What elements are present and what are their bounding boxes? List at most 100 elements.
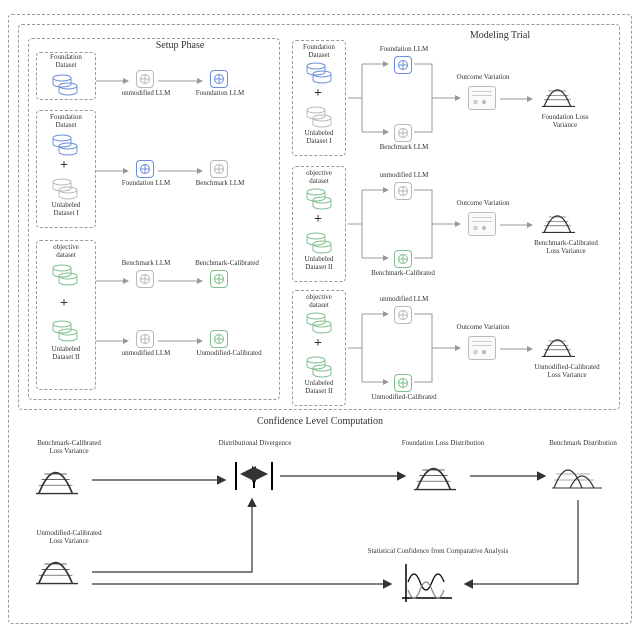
conf-foundation-label: Foundation Loss Distribution <box>388 440 498 448</box>
llm-icon <box>394 56 412 74</box>
outcome-icon: ⊘ ⊗ <box>468 86 496 110</box>
llm-icon <box>210 70 228 88</box>
llm-icon <box>210 270 228 288</box>
trial-r2-top-label: objective dataset <box>294 170 344 185</box>
trial-r1-outcome-label: Outcome Variation <box>452 74 514 82</box>
trial-r1-top-label: Foundation Dataset <box>294 44 344 59</box>
trial-r3-botmodel: Unmodified-Calibrated <box>370 394 438 402</box>
plus-icon: + <box>60 158 68 174</box>
llm-icon <box>210 160 228 178</box>
setup-r3-bot-label: Unlabeled Dataset II <box>38 346 94 361</box>
setup-r3-midbot-label: unmodified LLM <box>118 350 174 358</box>
trial-r3-topmodel: unmodified LLM <box>376 296 432 304</box>
plus-icon: + <box>60 296 68 312</box>
llm-icon <box>394 124 412 142</box>
merge-arrow <box>414 56 464 140</box>
database-icon <box>306 312 332 334</box>
statistical-icon <box>400 562 456 606</box>
conf-divergence-label: Distributional Divergence <box>200 440 310 448</box>
setup-r1-out-label: Foundation LLM <box>192 90 248 98</box>
bracket-arrow <box>348 56 392 140</box>
arrow <box>158 166 206 176</box>
llm-icon <box>394 374 412 392</box>
setup-r3-outbot-label: Unmodified-Calibrated <box>192 350 266 358</box>
database-icon <box>52 74 78 96</box>
setup-r1-mid-label: unmodified LLM <box>118 90 174 98</box>
database-icon <box>52 178 78 200</box>
arrow <box>158 336 206 346</box>
arrow <box>158 276 206 286</box>
trial-r3-outcome-label: Outcome Variation <box>452 324 514 332</box>
plus-icon: + <box>314 212 322 228</box>
llm-icon <box>136 270 154 288</box>
confidence-title: Confidence Level Computation <box>220 416 420 427</box>
distribution-icon <box>36 550 84 586</box>
llm-icon <box>136 160 154 178</box>
conf-stat-label: Statistical Confidence from Comparative … <box>348 548 528 556</box>
setup-r2-mid-label: Foundation LLM <box>118 180 174 188</box>
setup-phase-title: Setup Phase <box>140 40 220 51</box>
outcome-icon: ⊘ ⊗ <box>468 336 496 360</box>
setup-r3-top-label: objective dataset <box>38 244 94 259</box>
llm-icon <box>136 70 154 88</box>
plus-icon: + <box>314 86 322 102</box>
merge-arrow <box>414 306 464 390</box>
conf-benchmark-label: Benchmark Distribution <box>538 440 628 448</box>
setup-r2-bot-label: Unlabeled Dataset I <box>38 202 94 217</box>
arrow <box>158 76 206 86</box>
double-distribution-icon <box>552 456 606 494</box>
trial-r1-topmodel: Foundation LLM <box>376 46 432 54</box>
trial-r2-bot-label: Unlabeled Dataset II <box>294 256 344 271</box>
conf-bench-cal-label: Benchmark-Calibrated Loss Variance <box>24 440 114 455</box>
setup-r2-top-label: Foundation Dataset <box>38 114 94 129</box>
llm-icon <box>136 330 154 348</box>
database-icon <box>306 232 332 254</box>
setup-r3-outtop-label: Benchmark-Calibrated <box>192 260 262 268</box>
modeling-trial-title: Modeling Trial <box>440 30 560 41</box>
database-icon <box>52 264 78 286</box>
llm-icon <box>210 330 228 348</box>
arrow <box>96 76 132 86</box>
arrow <box>500 94 536 104</box>
arrow <box>500 344 536 354</box>
trial-r3-bot-label: Unlabeled Dataset II <box>294 380 344 395</box>
trial-r2-outcome-label: Outcome Variation <box>452 200 514 208</box>
merge-arrow <box>414 182 464 266</box>
llm-icon <box>394 250 412 268</box>
divergence-icon <box>232 458 276 494</box>
trial-r1-botmodel: Benchmark LLM <box>376 144 432 152</box>
outcome-icon: ⊘ ⊗ <box>468 212 496 236</box>
trial-r2-dist-label: Benchmark-Calibrated Loss Variance <box>528 240 604 255</box>
database-icon <box>306 62 332 84</box>
arrow <box>96 336 132 346</box>
llm-icon <box>394 306 412 324</box>
plus-icon: + <box>314 336 322 352</box>
llm-icon <box>394 182 412 200</box>
database-icon <box>306 356 332 378</box>
distribution-icon <box>542 330 578 360</box>
conf-unmod-cal-label: Unmodified-Calibrated Loss Variance <box>24 530 114 545</box>
trial-r1-bot-label: Unlabeled Dataset I <box>294 130 344 145</box>
trial-r3-top-label: objective dataset <box>294 294 344 309</box>
trial-r1-dist-label: Foundation Loss Variance <box>532 114 598 129</box>
setup-r2-out-label: Benchmark LLM <box>192 180 248 188</box>
arrow <box>500 220 536 230</box>
distribution-icon <box>36 460 84 496</box>
trial-r2-botmodel: Benchmark-Calibrated <box>370 270 436 278</box>
database-icon <box>306 106 332 128</box>
trial-r3-dist-label: Unmodified-Calibrated Loss Variance <box>528 364 606 379</box>
database-icon <box>306 188 332 210</box>
setup-r3-midtop-label: Benchmark LLM <box>118 260 174 268</box>
bracket-arrow <box>348 306 392 390</box>
setup-r3-input-box <box>36 240 96 390</box>
database-icon <box>52 320 78 342</box>
distribution-icon <box>414 456 462 492</box>
trial-r2-topmodel: unmodified LLM <box>376 172 432 180</box>
bracket-arrow <box>348 182 392 266</box>
distribution-icon <box>542 206 578 236</box>
database-icon <box>52 134 78 156</box>
arrow <box>96 276 132 286</box>
setup-r1-input-label: Foundation Dataset <box>38 54 94 69</box>
distribution-icon <box>542 80 578 110</box>
arrow <box>96 166 132 176</box>
